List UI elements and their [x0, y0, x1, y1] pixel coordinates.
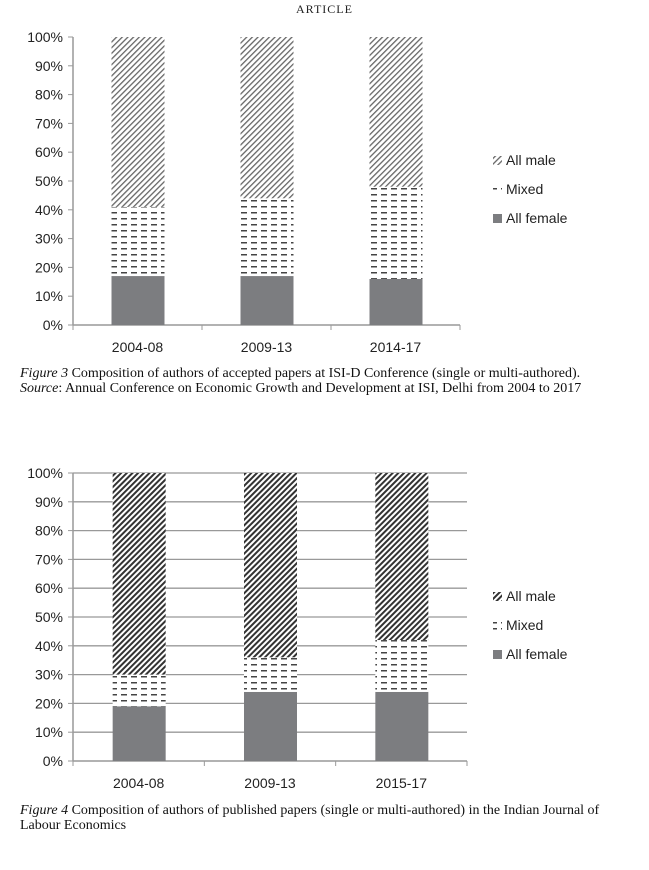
y-tick-label: 20% [35, 695, 63, 711]
figure-4-chart: 0% 10% 20% 30% 40% 50% 60% 70% 80% 90% 100% 2004-08… [27, 465, 568, 791]
y-tick-label: 30% [35, 231, 63, 247]
bar-segment-all-male [375, 473, 429, 641]
y-tick-label: 30% [35, 667, 63, 683]
y-tick-label: 100% [27, 29, 63, 45]
y-tick-label: 0% [43, 753, 63, 769]
legend-label: Mixed [506, 617, 543, 633]
bar-segment-all-male [244, 473, 297, 658]
bar-segment-all-female [375, 691, 429, 761]
x-tick-label: 2009-13 [241, 339, 293, 355]
figure-3-chart: 0% 10% 20% 30% 40% 50% 60% 70% 80% 90% 100% 2004-08… [27, 29, 568, 355]
legend-swatch [493, 185, 502, 194]
legend-label: All male [506, 588, 556, 604]
legend-swatch [493, 650, 502, 659]
y-tick-label: 100% [27, 465, 63, 481]
caption-label: Figure 3 [20, 366, 69, 381]
bar-segment-all-male [369, 37, 423, 187]
bar-segment-all-female [112, 706, 166, 761]
y-tick-label: 50% [35, 609, 63, 625]
y-tick-label: 10% [35, 724, 63, 740]
y-tick-label: 60% [35, 580, 63, 596]
bar-segment-mixed [369, 186, 423, 279]
legend-swatch [493, 156, 502, 165]
x-tick-label: 2004-08 [113, 775, 165, 791]
y-tick-label: 50% [35, 173, 63, 189]
legend-swatch [493, 621, 502, 630]
bar-segment-mixed [375, 640, 429, 692]
running-header: ARTICLE [296, 2, 353, 16]
bar-segment-all-female [240, 276, 294, 325]
caption-text: Composition of authors of published pape… [20, 803, 600, 833]
y-tick-label: 80% [35, 523, 63, 539]
source-label: Source [20, 381, 59, 396]
bar-segment-all-male [240, 37, 294, 199]
figure-4-caption: Figure 4 Composition of authors of publi… [20, 803, 620, 833]
bar-segment-all-female [111, 276, 165, 325]
x-tick-label: 2015-17 [376, 775, 428, 791]
legend-swatch [493, 592, 502, 601]
y-tick-label: 0% [43, 317, 63, 333]
y-tick-label: 90% [35, 494, 63, 510]
x-tick-label: 2004-08 [112, 339, 164, 355]
caption-text: Composition of authors of accepted paper… [68, 366, 581, 381]
y-tick-label: 90% [35, 58, 63, 74]
x-tick-label: 2014-17 [370, 339, 422, 355]
y-tick-label: 20% [35, 259, 63, 275]
legend-label: All female [506, 210, 568, 226]
legend-label: All female [506, 646, 568, 662]
bar-segment-all-female [244, 691, 297, 761]
bar-segment-all-male [112, 473, 166, 675]
y-tick-label: 60% [35, 144, 63, 160]
bar-segment-all-female [369, 278, 423, 325]
bar-segment-mixed [240, 198, 294, 277]
y-tick-label: 70% [35, 551, 63, 567]
y-tick-label: 40% [35, 202, 63, 218]
x-tick-label: 2009-13 [244, 775, 296, 791]
y-tick-label: 10% [35, 288, 63, 304]
figure-3-caption: Figure 3 Composition of authors of accep… [20, 366, 620, 396]
caption-label: Figure 4 [20, 803, 69, 818]
y-tick-label: 40% [35, 638, 63, 654]
bar-segment-mixed [244, 657, 297, 692]
y-tick-label: 70% [35, 115, 63, 131]
bar-segment-mixed [111, 206, 165, 277]
y-tick-label: 80% [35, 87, 63, 103]
legend-label: Mixed [506, 181, 543, 197]
bar-segment-mixed [112, 674, 166, 707]
source-text: : Annual Conference on Economic Growth a… [58, 381, 582, 396]
legend-swatch [493, 214, 502, 223]
bar-segment-all-male [111, 37, 165, 207]
legend-label: All male [506, 152, 556, 168]
